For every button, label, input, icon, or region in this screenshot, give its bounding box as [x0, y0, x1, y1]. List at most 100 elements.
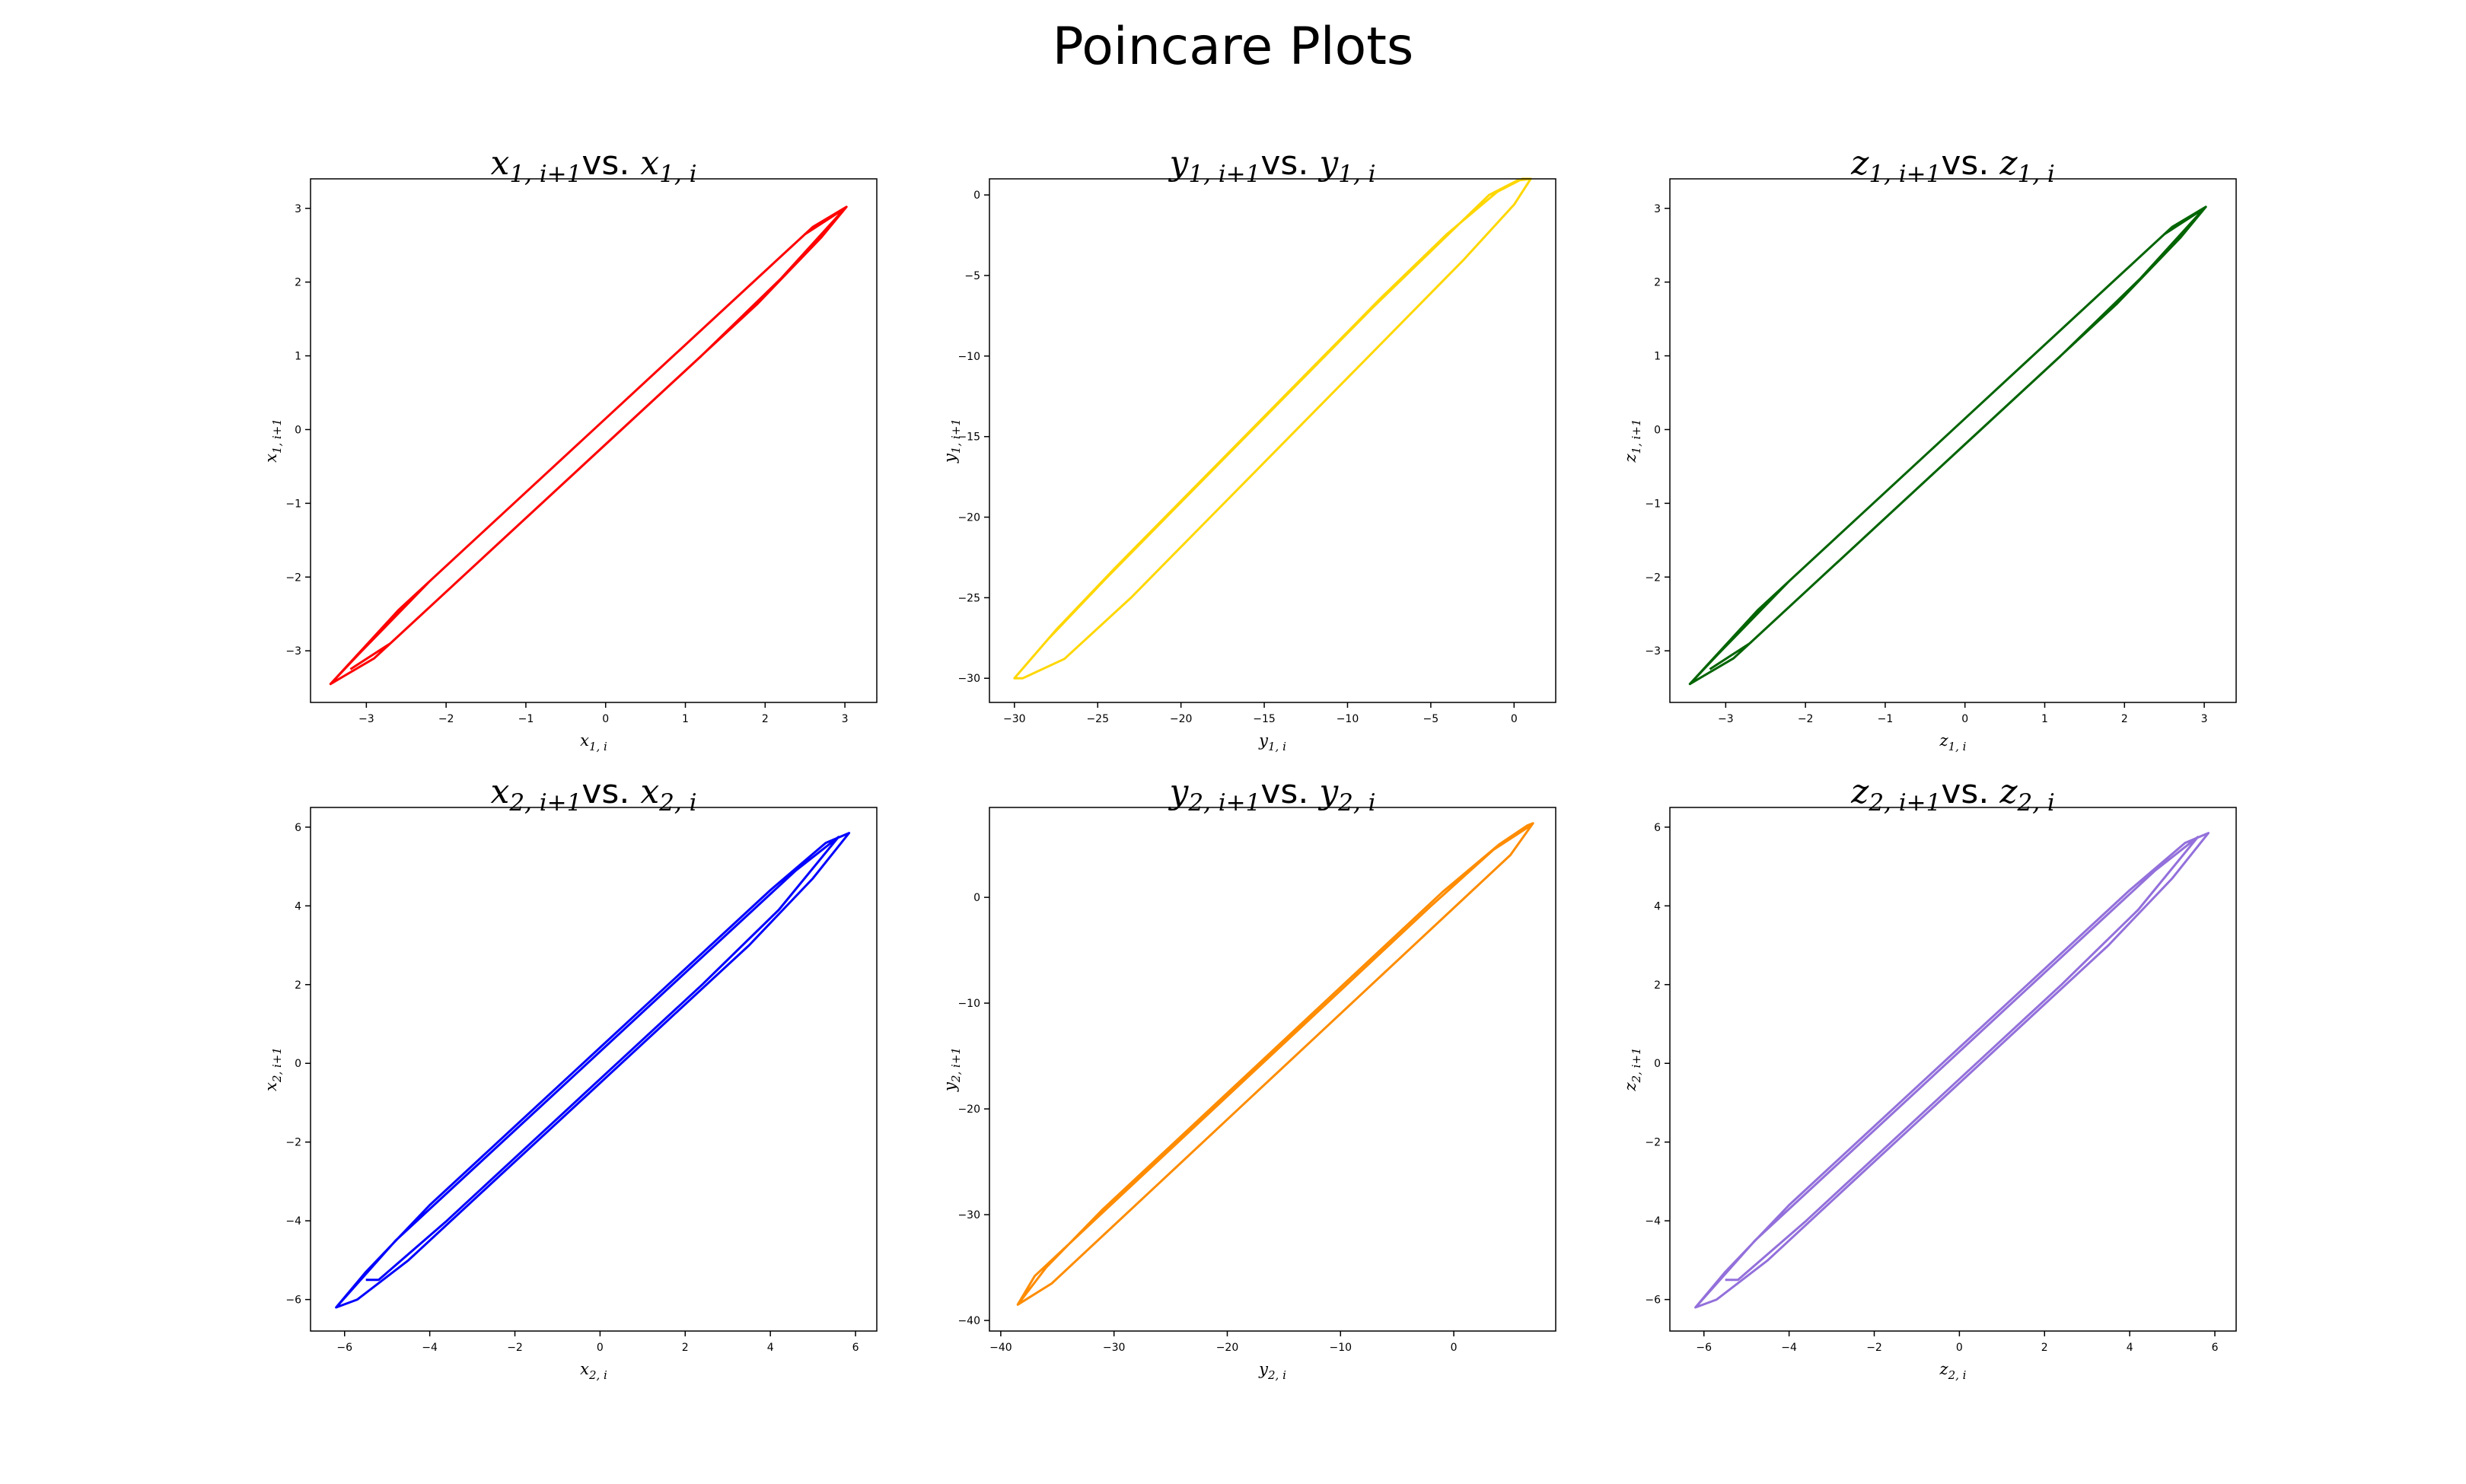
x-tick-label: −5	[1423, 713, 1439, 725]
x-tick-label: −15	[1253, 713, 1276, 725]
y-tick-label: −3	[1645, 645, 1661, 658]
x-tick-label: −2	[1866, 1342, 1882, 1354]
y-axis-label: z1, i+1	[1621, 419, 1643, 463]
y-tick-label: −20	[957, 512, 980, 524]
y-tick-label: 6	[1654, 822, 1661, 834]
x-tick-label: 3	[2201, 713, 2208, 725]
subplot-1: −3 −2 −1 0 1 2 3 −3 −2 −1 0 1 2 3 x1, i x1, i+1 x1, i+1v…	[262, 144, 878, 753]
x-tick-label: −40	[989, 1342, 1012, 1354]
subplot-3: −3 −2 −1 0 1 2 3 −3 −2 −1 0 1 2 3 z1, i z1, i+1 z1, i+1v…	[1621, 144, 2237, 753]
x-tick-label: −1	[1878, 713, 1894, 725]
x-tick-label: 6	[2212, 1342, 2219, 1354]
y-tick-label: −1	[285, 498, 301, 510]
y-tick-label: 0	[1654, 1058, 1661, 1070]
x-tick-label: −6	[336, 1342, 352, 1354]
y-tick-label: 3	[1654, 203, 1661, 215]
y-tick-label: −1	[1645, 498, 1661, 510]
y-tick-label: −6	[285, 1295, 301, 1307]
subplot-title: x1, i+1vs. x1, i	[491, 144, 697, 188]
axes-frame	[989, 178, 1556, 703]
y-tick-label: 1	[295, 351, 301, 363]
y-tick-label: 0	[295, 1058, 301, 1070]
y-tick-label: −5	[964, 270, 980, 282]
x-tick-label: 2	[2041, 1342, 2048, 1354]
x-tick-label: 3	[842, 713, 849, 725]
y-tick-label: −30	[957, 673, 980, 685]
x-tick-label: 2	[2121, 713, 2128, 725]
x-tick-label: 4	[767, 1342, 774, 1354]
x-axis-label: y2, i	[1258, 1360, 1286, 1382]
x-tick-label: −25	[1086, 713, 1109, 725]
y-tick-label: 4	[1654, 900, 1661, 912]
figure-title: Poincare Plots	[1052, 17, 1414, 77]
x-tick-label: −6	[1696, 1342, 1712, 1354]
y-tick-label: −3	[285, 645, 301, 658]
y-tick-label: −2	[285, 1137, 301, 1149]
y-tick-label: −2	[1645, 1137, 1661, 1149]
x-tick-label: −4	[1781, 1342, 1797, 1354]
y-tick-label: 4	[295, 900, 301, 912]
poincare-series-line	[335, 832, 851, 1309]
subplot-title: y2, i+1vs. y2, i	[1168, 772, 1375, 817]
x-tick-label: 0	[597, 1342, 604, 1354]
y-axis-label: x2, i+1	[262, 1047, 284, 1091]
subplot-title: y1, i+1vs. y1, i	[1168, 144, 1375, 188]
x-tick-label: −30	[1003, 713, 1026, 725]
y-tick-label: 3	[295, 203, 301, 215]
x-tick-label: −20	[1216, 1342, 1239, 1354]
subplot-5: −40 −30 −20 −10 0 −40 −30 −20 −10 0 y2, i y2, i+1 y2…	[941, 772, 1556, 1382]
y-tick-label: 0	[1654, 424, 1661, 436]
x-tick-label: 0	[1511, 713, 1518, 725]
y-tick-label: 0	[295, 424, 301, 436]
x-tick-label: 0	[1451, 1342, 1458, 1354]
axes-frame	[989, 807, 1556, 1332]
y-axis-label: z2, i+1	[1621, 1047, 1643, 1091]
y-tick-label: −40	[957, 1315, 980, 1327]
x-tick-label: −10	[1337, 713, 1359, 725]
x-tick-label: 1	[682, 713, 689, 725]
axes-frame	[310, 178, 878, 703]
y-tick-label: −2	[285, 572, 301, 584]
x-tick-label: −3	[358, 713, 374, 725]
x-tick-label: −2	[507, 1342, 523, 1354]
y-tick-label: 2	[295, 277, 301, 289]
y-tick-label: 2	[1654, 277, 1661, 289]
x-tick-label: 6	[852, 1342, 859, 1354]
y-tick-label: −2	[1645, 572, 1661, 584]
poincare-series-line	[1013, 177, 1532, 680]
axes-frame	[310, 807, 878, 1332]
x-axis-label: x1, i	[580, 731, 607, 753]
axes-frame	[1669, 807, 2237, 1332]
x-tick-label: 0	[1961, 713, 1968, 725]
subplot-6: −6 −4 −2 0 2 4 6 −6 −4 −2 0 2 4 6 z2, i z2, i+1 z2, i+1v…	[1621, 772, 2237, 1382]
y-tick-label: −4	[285, 1215, 301, 1228]
x-tick-label: 2	[682, 1342, 689, 1354]
subplot-2: −30 −25 −20 −15 −10 −5 0 −30 −25 −20 −15 −10 −5 0 y1, …	[941, 144, 1556, 753]
y-axis-label: x1, i+1	[262, 419, 284, 463]
x-axis-label: y1, i	[1258, 731, 1286, 753]
y-tick-label: −10	[957, 351, 980, 363]
x-tick-label: −1	[518, 713, 534, 725]
x-axis-label: x2, i	[580, 1360, 607, 1382]
x-tick-label: −30	[1103, 1342, 1126, 1354]
y-tick-label: 0	[973, 892, 980, 904]
x-tick-label: 2	[762, 713, 769, 725]
y-tick-label: −15	[957, 432, 980, 444]
poincare-series-line	[1016, 822, 1534, 1306]
y-tick-label: 1	[1654, 351, 1661, 363]
y-axis-label: y2, i+1	[941, 1047, 963, 1092]
y-tick-label: −4	[1645, 1215, 1661, 1228]
x-axis-label: z2, i	[1939, 1360, 1967, 1382]
poincare-series-line	[329, 205, 848, 686]
y-tick-label: 6	[295, 822, 301, 834]
y-tick-label: 2	[1654, 979, 1661, 992]
subplot-4: −6 −4 −2 0 2 4 6 −6 −4 −2 0 2 4 6 x2, i x2, i+1 x2, i+1v…	[262, 772, 878, 1382]
x-tick-label: 1	[2041, 713, 2048, 725]
x-tick-label: −2	[438, 713, 454, 725]
axes-frame	[1669, 178, 2237, 703]
y-axis-label: y1, i+1	[941, 419, 963, 463]
x-axis-label: z1, i	[1939, 731, 1967, 753]
y-tick-label: 2	[295, 979, 301, 992]
y-tick-label: −6	[1645, 1295, 1661, 1307]
